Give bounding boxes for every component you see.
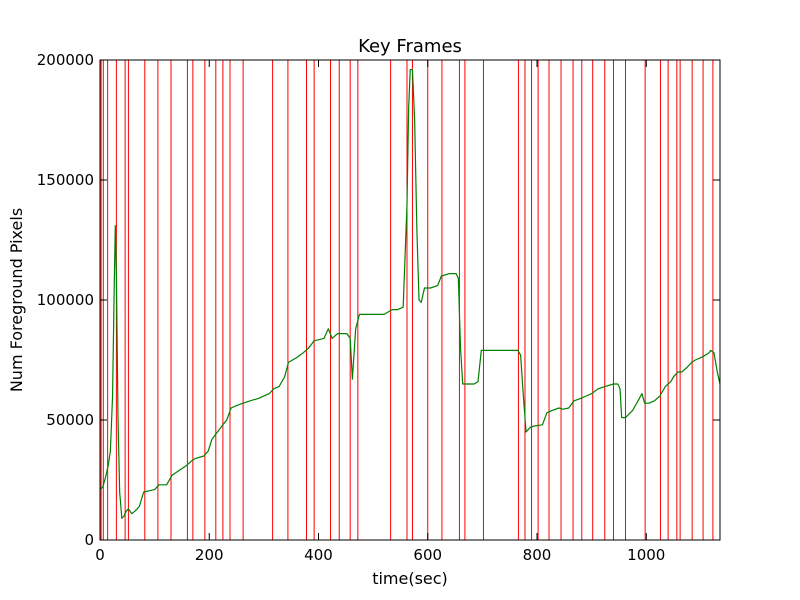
x-tick-label: 800: [523, 546, 552, 564]
y-tick-label: 100000: [37, 291, 94, 309]
y-axis-label: Num Foreground Pixels: [7, 208, 26, 392]
x-tick-label: 1000: [627, 546, 665, 564]
x-axis-label: time(sec): [372, 569, 448, 588]
x-tick-label: 400: [304, 546, 333, 564]
plot-area: 0 200 400 600 800 1000 0 50000 100000 150000 20000…: [37, 51, 721, 564]
chart-title: Key Frames: [358, 36, 462, 57]
y-tick-label: 0: [84, 531, 94, 549]
x-tick-label: 0: [95, 546, 105, 564]
y-tick-label: 50000: [46, 411, 94, 429]
x-tick-label: 200: [195, 546, 224, 564]
series-line-1: [100, 69, 720, 519]
y-tick-label: 200000: [37, 51, 94, 69]
x-tick-label: 600: [413, 546, 442, 564]
y-tick-label: 150000: [37, 171, 94, 189]
series-layer: [100, 60, 720, 540]
